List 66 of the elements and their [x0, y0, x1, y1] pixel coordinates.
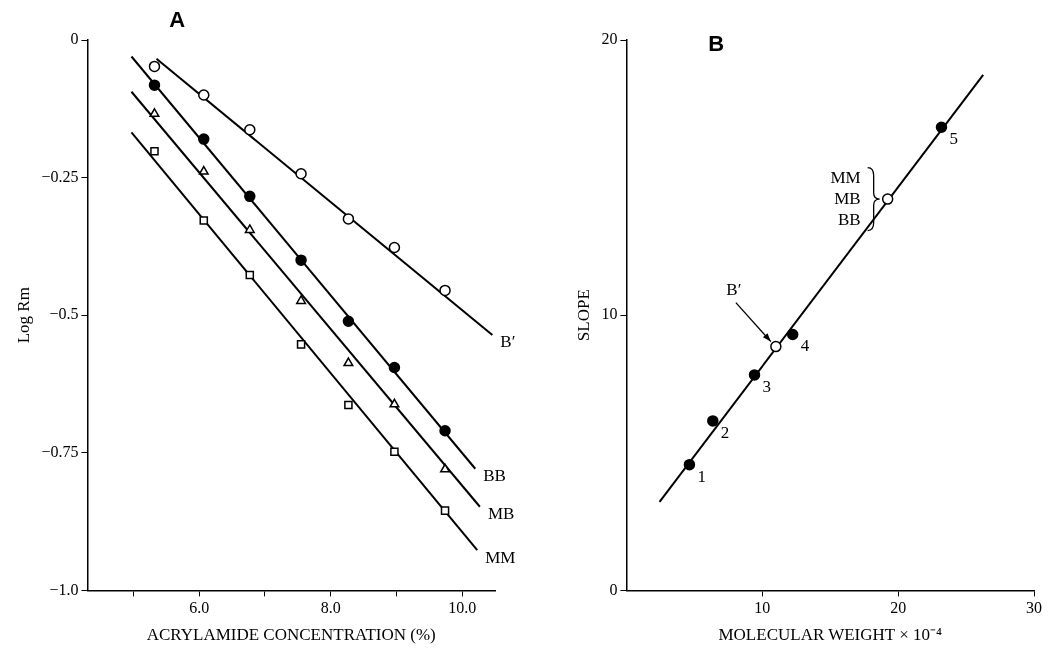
point	[244, 224, 255, 234]
point	[149, 108, 160, 117]
point	[881, 193, 894, 205]
point	[935, 121, 948, 133]
x-tick-label: 20	[890, 599, 907, 617]
annotation: 4	[800, 336, 810, 356]
point	[786, 328, 799, 341]
series-label: MB	[487, 504, 515, 524]
annotation: B′	[726, 279, 742, 299]
annotation: 5	[949, 129, 958, 149]
point	[150, 146, 159, 156]
series-label: B′	[500, 332, 516, 352]
x-tick-label: 30	[1026, 599, 1042, 617]
y-tick-label: 0	[609, 580, 618, 598]
annotation: 1	[697, 466, 706, 486]
point	[342, 213, 355, 225]
point	[388, 361, 401, 374]
point	[439, 284, 451, 297]
point	[748, 369, 761, 381]
point	[245, 270, 255, 280]
point	[389, 398, 400, 408]
y-tick-label: 10	[601, 305, 618, 323]
point	[244, 123, 256, 136]
point	[440, 506, 450, 515]
annotation: 2	[720, 422, 730, 442]
x-tick-label: 10.0	[448, 599, 477, 617]
annotation: 3	[762, 376, 772, 396]
x-axis-title: MOLECULAR WEIGHT × 10⁻⁴	[718, 625, 942, 645]
point	[198, 165, 209, 175]
y-tick-label: −0.75	[41, 443, 79, 460]
point	[683, 458, 696, 471]
point	[388, 241, 401, 254]
y-axis-title: SLOPE	[573, 289, 593, 342]
series-label: BB	[483, 466, 506, 486]
y-tick-label: −0.25	[41, 167, 79, 185]
point	[707, 415, 719, 427]
point	[199, 216, 209, 225]
point	[148, 60, 161, 73]
x-tick-label: 6.0	[189, 599, 210, 617]
point	[439, 425, 451, 437]
x-axis-title: ACRYLAMIDE CONCENTRATION (%)	[146, 625, 436, 645]
point	[770, 340, 782, 353]
point	[342, 315, 355, 327]
y-tick-label: −1.0	[49, 580, 79, 598]
point	[244, 190, 256, 203]
chart-title: B	[708, 31, 725, 57]
point	[343, 357, 354, 367]
x-tick-label: 10	[754, 599, 771, 617]
x-tick-label: 8.0	[320, 599, 341, 617]
annotation: MM MB BB	[830, 167, 861, 229]
point	[295, 168, 307, 180]
point	[344, 400, 353, 410]
point	[148, 79, 161, 91]
point	[198, 89, 210, 101]
point	[296, 340, 306, 349]
point	[295, 254, 307, 266]
y-axis-title: Log Rm	[13, 287, 33, 344]
series-label: MM	[485, 547, 516, 567]
y-tick-label: 20	[601, 30, 618, 48]
point	[295, 295, 307, 305]
y-tick-label: 0	[70, 30, 79, 48]
y-tick-label: −0.5	[49, 305, 79, 323]
point	[439, 463, 451, 473]
point	[390, 447, 399, 456]
point	[198, 133, 210, 145]
chart-title: A	[169, 7, 186, 33]
